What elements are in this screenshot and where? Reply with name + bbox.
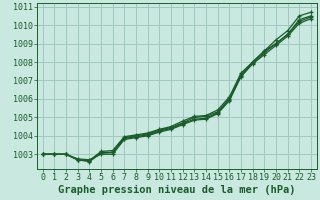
X-axis label: Graphe pression niveau de la mer (hPa): Graphe pression niveau de la mer (hPa) <box>58 185 296 195</box>
